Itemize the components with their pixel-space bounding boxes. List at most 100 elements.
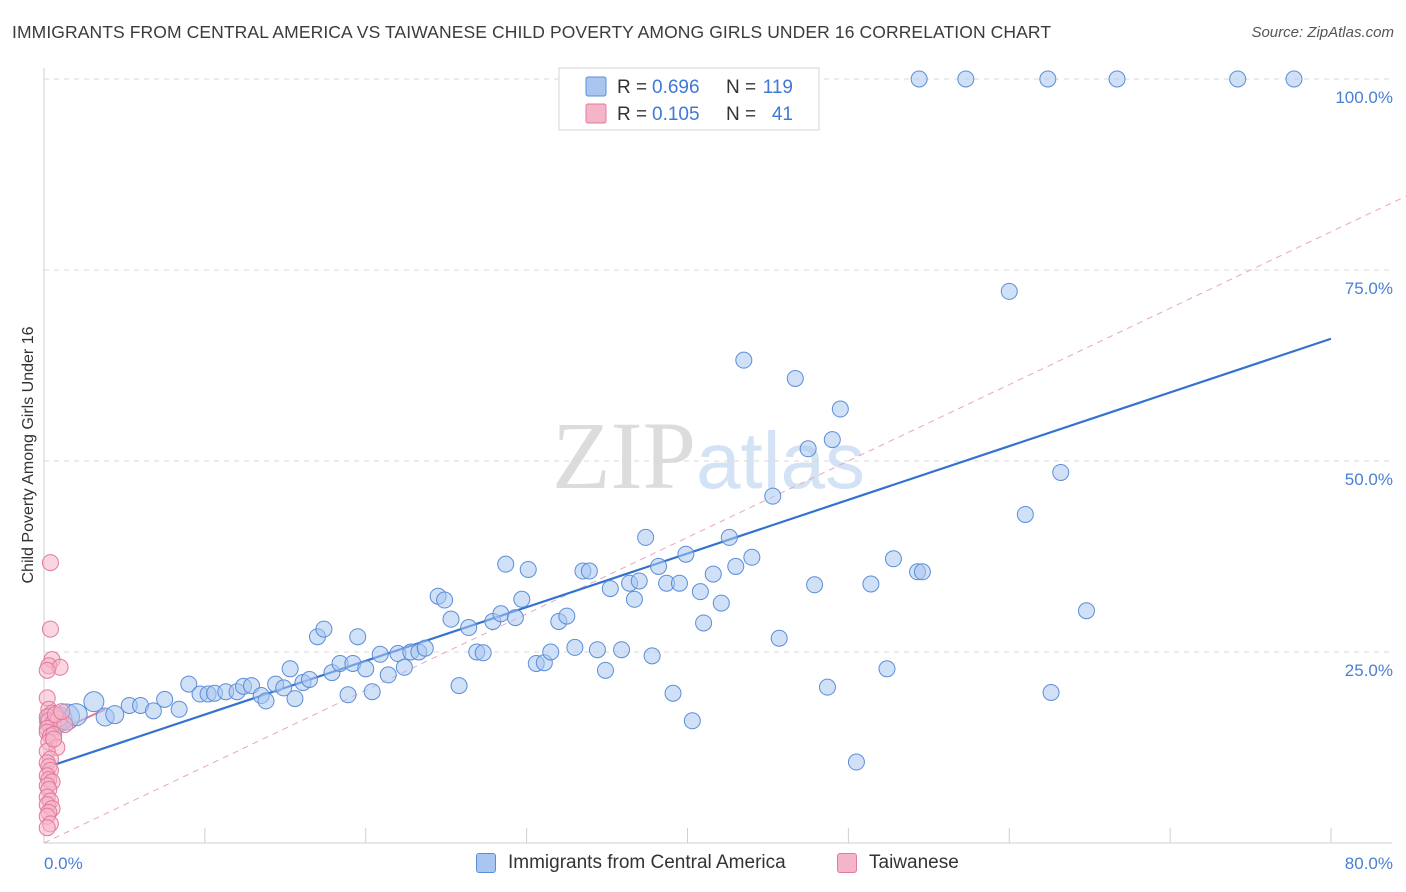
blue-point-99 (884, 550, 902, 568)
blue-point-108 (957, 70, 975, 88)
blue-point-45 (436, 591, 454, 609)
blue-point-79 (683, 712, 701, 730)
blue-point-12 (180, 675, 198, 693)
blue-point-86 (735, 351, 753, 369)
blue-point-52 (492, 605, 510, 623)
pink-point-40 (45, 730, 63, 748)
blue-point-55 (513, 590, 531, 608)
blue-point-73 (643, 647, 661, 665)
blue-point-92 (806, 576, 824, 594)
blue-point-21 (257, 692, 275, 710)
blue-point-88 (764, 487, 782, 505)
blue-point-4 (83, 691, 105, 713)
blue-point-97 (862, 575, 880, 593)
blue-point-59 (542, 643, 560, 661)
stats-r-label-0: R = (617, 77, 647, 98)
blue-point-104 (1042, 683, 1060, 701)
blue-point-74 (650, 557, 668, 575)
stats-n-value-1: 41 (772, 104, 793, 125)
blue-point-27 (300, 671, 318, 689)
legend-label-taiwanese: Taiwanese (869, 852, 959, 873)
blue-point-61 (558, 607, 576, 625)
blue-point-10 (156, 690, 174, 708)
stats-legend: R = 0.696 N = 119 R = 0.105 N = 41 (558, 67, 820, 131)
blue-point-32 (339, 686, 357, 704)
stats-n-label-1: N = (726, 104, 756, 125)
blue-point-62 (566, 638, 584, 656)
y-tick-label-1: 50.0% (1345, 470, 1393, 489)
blue-point-111 (1229, 70, 1247, 88)
stats-r-label-1: R = (617, 104, 647, 125)
blue-point-35 (357, 660, 375, 678)
blue-point-34 (349, 628, 367, 646)
stats-swatch-blue (585, 76, 607, 97)
blue-point-40 (395, 658, 413, 676)
blue-point-84 (720, 528, 738, 546)
blue-point-6 (105, 705, 125, 725)
blue-point-93 (818, 678, 836, 696)
pink-point-0 (41, 554, 59, 572)
legend-swatch-pink (837, 853, 857, 873)
pink-point-1 (41, 620, 59, 638)
blue-point-98 (878, 660, 896, 678)
stats-r-value-1: 0.105 (652, 104, 700, 125)
blue-point-46 (442, 610, 460, 628)
blue-point-78 (677, 545, 695, 563)
blue-point-106 (1077, 602, 1095, 620)
blue-point-72 (637, 528, 655, 546)
x-tick-label-0: 0.0% (44, 854, 83, 873)
blue-point-53 (497, 555, 515, 573)
blue-point-43 (416, 639, 434, 657)
tick-labels: 25.0% 50.0% 75.0% 100.0% 0.0% 80.0% (44, 88, 1393, 873)
legend-item-central-america[interactable]: Immigrants from Central America (476, 852, 786, 874)
legend-item-taiwanese[interactable]: Taiwanese (837, 852, 959, 874)
blue-point-94 (823, 431, 841, 449)
blue-point-77 (670, 574, 688, 592)
stats-swatch-pink (585, 103, 607, 124)
blue-point-24 (281, 660, 299, 678)
legend-swatch-blue (476, 853, 496, 873)
chart-title: IMMIGRANTS FROM CENTRAL AMERICA VS TAIWA… (12, 22, 1052, 42)
blue-point-70 (625, 590, 643, 608)
blue-point-36 (363, 683, 381, 701)
blue-point-29 (315, 620, 333, 638)
blue-point-82 (704, 565, 722, 583)
blue-point-102 (1000, 282, 1018, 300)
stats-r-value-0: 0.696 (652, 77, 700, 98)
blue-point-83 (712, 594, 730, 612)
y-axis-title: Child Poverty Among Girls Under 16 (20, 326, 37, 583)
blue-point-76 (664, 684, 682, 702)
blue-point-103 (1016, 505, 1034, 523)
blue-point-54 (506, 609, 524, 627)
blue-point-95 (831, 400, 849, 418)
blue-point-9 (144, 702, 162, 720)
pink-point-5 (38, 661, 56, 679)
blue-point-101 (913, 563, 931, 581)
blue-point-107 (910, 70, 928, 88)
blue-point-112 (1285, 70, 1303, 88)
blue-point-96 (847, 753, 865, 771)
blue-point-66 (596, 661, 614, 679)
blue-point-68 (613, 641, 631, 659)
stats-n-value-0: 119 (763, 77, 793, 98)
grid-lines (44, 78, 1392, 653)
blue-point-65 (588, 641, 606, 659)
blue-point-90 (786, 369, 804, 387)
pink-point-39 (53, 703, 71, 721)
blue-point-89 (770, 629, 788, 647)
blue-point-11 (170, 700, 188, 718)
pink-point-37 (38, 819, 56, 837)
x-tick-label-1: 80.0% (1345, 854, 1393, 873)
blue-point-38 (379, 666, 397, 684)
blue-point-91 (799, 440, 817, 458)
blue-point-105 (1052, 463, 1070, 481)
blue-point-87 (743, 548, 761, 566)
data-points (38, 70, 1303, 837)
legend-label-central-america: Immigrants from Central America (508, 852, 786, 873)
blue-point-56 (519, 560, 537, 578)
blue-point-37 (371, 645, 389, 663)
blue-point-50 (474, 644, 492, 662)
y-tick-label-2: 75.0% (1345, 279, 1393, 298)
blue-point-81 (695, 614, 713, 632)
